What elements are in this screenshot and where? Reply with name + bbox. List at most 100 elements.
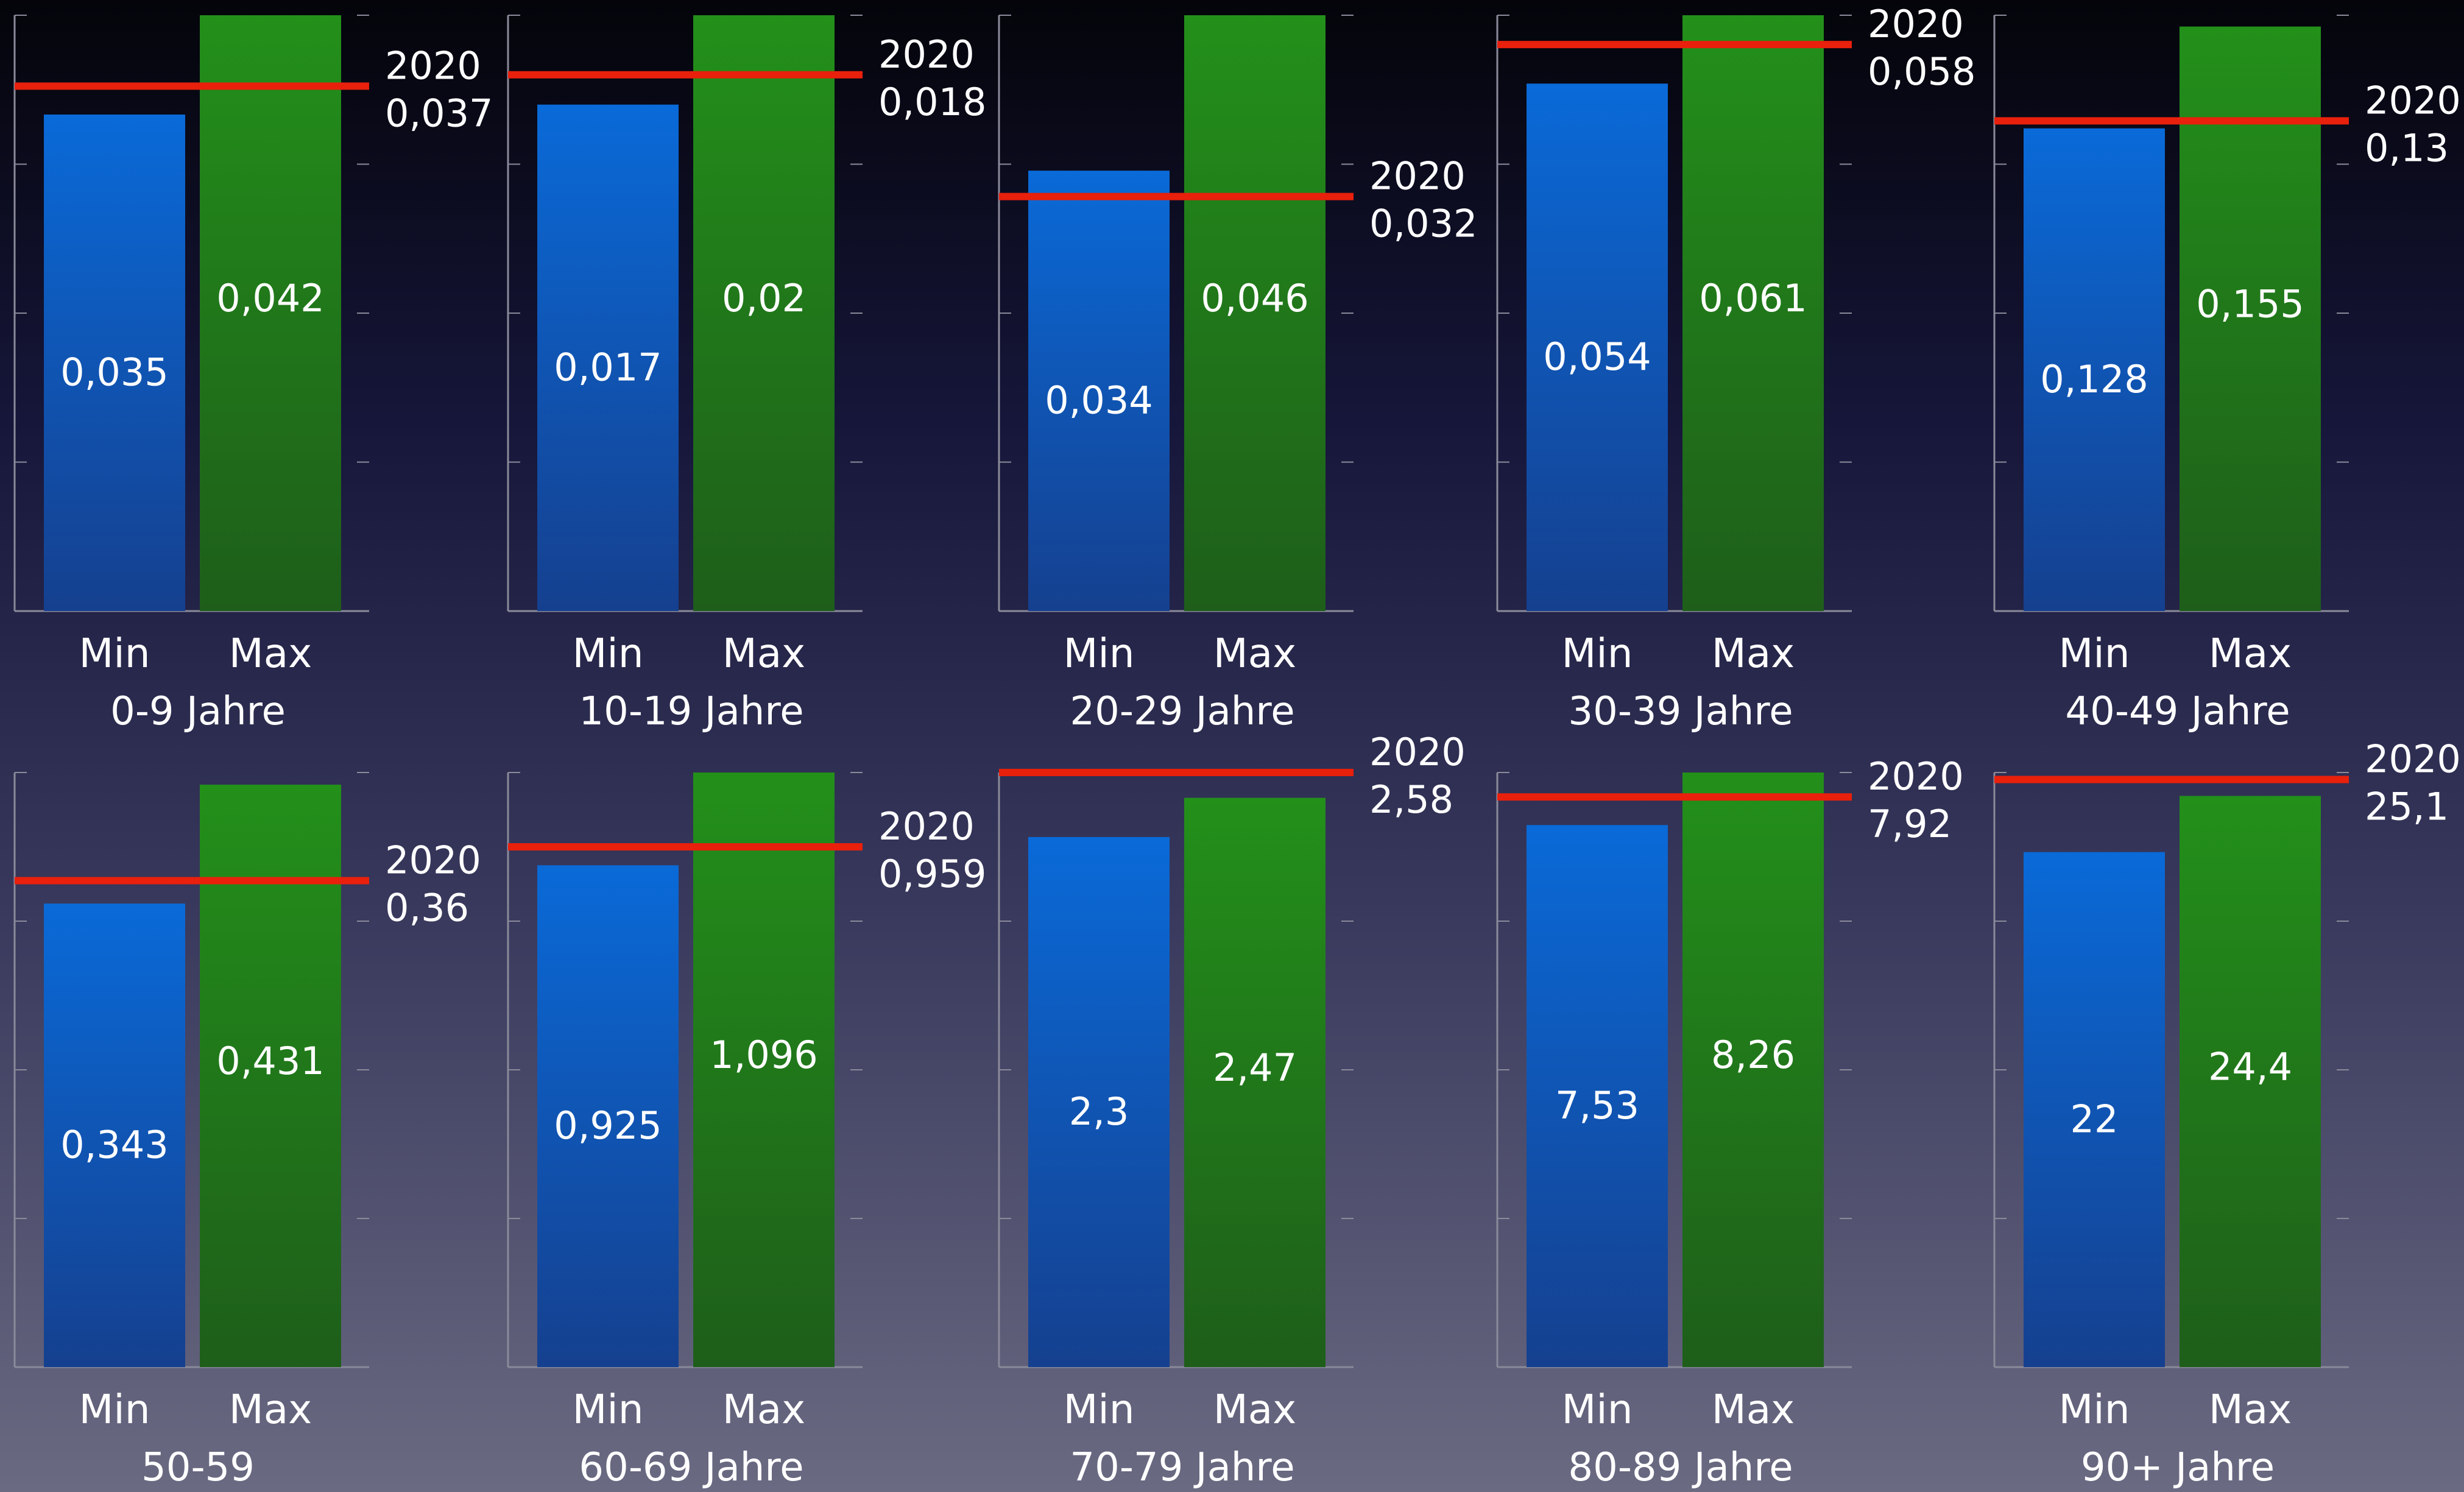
category-label-min: Min (1063, 630, 1134, 677)
bar-value-label-max: 0,061 (1699, 276, 1807, 320)
reference-year-label: 2020 (1369, 154, 1466, 199)
bar-max (1184, 15, 1326, 611)
reference-value-label: 0,36 (385, 885, 469, 930)
reference-year-label: 2020 (1369, 730, 1466, 774)
bar-value-label-min: 0,017 (554, 345, 662, 389)
category-label-min: Min (1063, 1386, 1134, 1433)
bar-value-label-min: 0,054 (1543, 334, 1651, 379)
bar-value-label-max: 24,4 (2208, 1044, 2292, 1089)
bar-min (1527, 83, 1668, 612)
bar-min (1028, 836, 1170, 1367)
bar-max (200, 15, 341, 611)
bar-value-label-min: 7,53 (1555, 1083, 1639, 1128)
bar-value-label-min: 0,128 (2040, 357, 2148, 401)
category-label-max: Max (1712, 1386, 1795, 1433)
bar-min (1527, 825, 1668, 1367)
reference-year-label: 2020 (1868, 754, 1964, 799)
reference-year-label: 2020 (385, 838, 481, 882)
category-label-max: Max (1213, 1386, 1296, 1433)
reference-value-label: 0,959 (878, 852, 987, 896)
bar-max (1184, 797, 1326, 1367)
bar-max (1682, 15, 1824, 611)
bar-value-label-min: 0,034 (1045, 378, 1153, 423)
bar-value-label-max: 0,02 (722, 276, 806, 320)
category-label-max: Max (722, 1386, 805, 1433)
group-label: 10-19 Jahre (579, 689, 803, 734)
bar-min (2024, 128, 2165, 612)
bar-value-label-min: 0,343 (60, 1123, 169, 1167)
bar-min (2024, 852, 2165, 1367)
bar-max (693, 15, 835, 611)
bar-value-label-min: 2,3 (1069, 1089, 1129, 1134)
category-label-min: Min (1561, 630, 1633, 677)
reference-value-label: 2,58 (1369, 777, 1453, 822)
category-label-min: Min (572, 1386, 643, 1433)
bar-min (537, 865, 679, 1367)
category-label-min: Min (572, 630, 643, 677)
reference-year-label: 2020 (878, 804, 975, 849)
bar-max (1682, 773, 1824, 1367)
group-label: 90+ Jahre (2081, 1445, 2275, 1490)
bar-value-label-min: 22 (2070, 1097, 2119, 1141)
bar-min (44, 903, 185, 1367)
bar-value-label-max: 1,096 (710, 1033, 818, 1077)
bar-value-label-max: 2,47 (1213, 1045, 1297, 1090)
reference-value-label: 7,92 (1868, 802, 1952, 846)
category-label-min: Min (79, 630, 150, 677)
category-label-min: Min (1561, 1386, 1633, 1433)
group-label: 30-39 Jahre (1568, 689, 1793, 734)
bar-value-label-max: 0,155 (2196, 281, 2304, 326)
reference-year-label: 2020 (2365, 737, 2461, 782)
group-label: 80-89 Jahre (1568, 1445, 1793, 1490)
bar-max (693, 773, 835, 1367)
group-label: 20-29 Jahre (1070, 689, 1294, 734)
group-label: 0-9 Jahre (110, 689, 286, 734)
reference-year-label: 2020 (385, 43, 481, 88)
bar-value-label-min: 0,035 (60, 350, 169, 395)
bar-min (1028, 171, 1170, 611)
category-label-min: Min (2058, 1386, 2130, 1433)
group-label: 70-79 Jahre (1070, 1445, 1294, 1490)
bar-max (2180, 796, 2321, 1367)
group-label: 40-49 Jahre (2065, 689, 2290, 734)
category-label-min: Min (79, 1386, 150, 1433)
reference-value-label: 0,018 (878, 80, 987, 124)
bar-value-label-max: 8,26 (1711, 1033, 1795, 1077)
category-label-max: Max (2209, 1386, 2292, 1433)
reference-year-label: 2020 (2365, 78, 2461, 122)
bar-min (537, 104, 679, 611)
category-label-max: Max (2209, 630, 2292, 677)
category-label-min: Min (2058, 630, 2130, 677)
category-label-max: Max (229, 1386, 312, 1433)
category-label-max: Max (1712, 630, 1795, 677)
group-label: 60-69 Jahre (579, 1445, 803, 1490)
category-label-max: Max (722, 630, 805, 677)
reference-year-label: 2020 (1868, 2, 1964, 46)
bar-value-label-max: 0,046 (1201, 276, 1309, 320)
group-label: 50-59 (141, 1445, 255, 1490)
bar-value-label-min: 0,925 (554, 1103, 662, 1148)
bar-value-label-max: 0,431 (216, 1039, 325, 1083)
category-label-max: Max (229, 630, 312, 677)
reference-value-label: 0,037 (385, 91, 493, 135)
category-label-max: Max (1213, 630, 1296, 677)
bar-min (44, 115, 185, 611)
reference-value-label: 0,058 (1868, 49, 1976, 94)
reference-value-label: 25,1 (2365, 785, 2449, 829)
reference-value-label: 0,032 (1369, 202, 1478, 246)
reference-year-label: 2020 (878, 32, 975, 77)
bar-value-label-max: 0,042 (216, 276, 325, 320)
reference-value-label: 0,13 (2365, 126, 2449, 170)
